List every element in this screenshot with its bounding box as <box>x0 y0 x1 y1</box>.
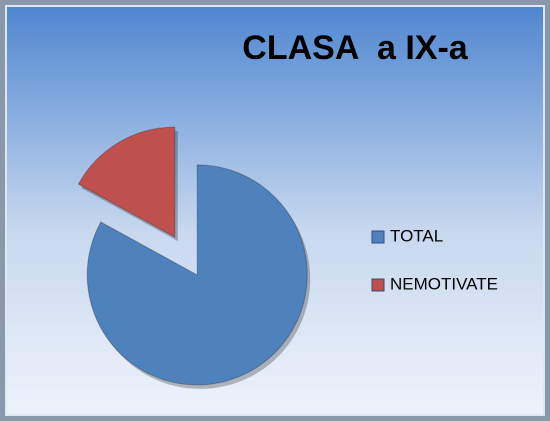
legend-swatch <box>371 230 385 244</box>
legend-label: NEMOTIVATE <box>390 274 498 293</box>
chart-title: CLASA a IX-a <box>242 29 469 67</box>
legend-label: TOTAL <box>390 226 443 245</box>
legend-swatch <box>371 278 385 292</box>
pie-slice <box>77 126 176 238</box>
pie-slice <box>86 164 308 386</box>
